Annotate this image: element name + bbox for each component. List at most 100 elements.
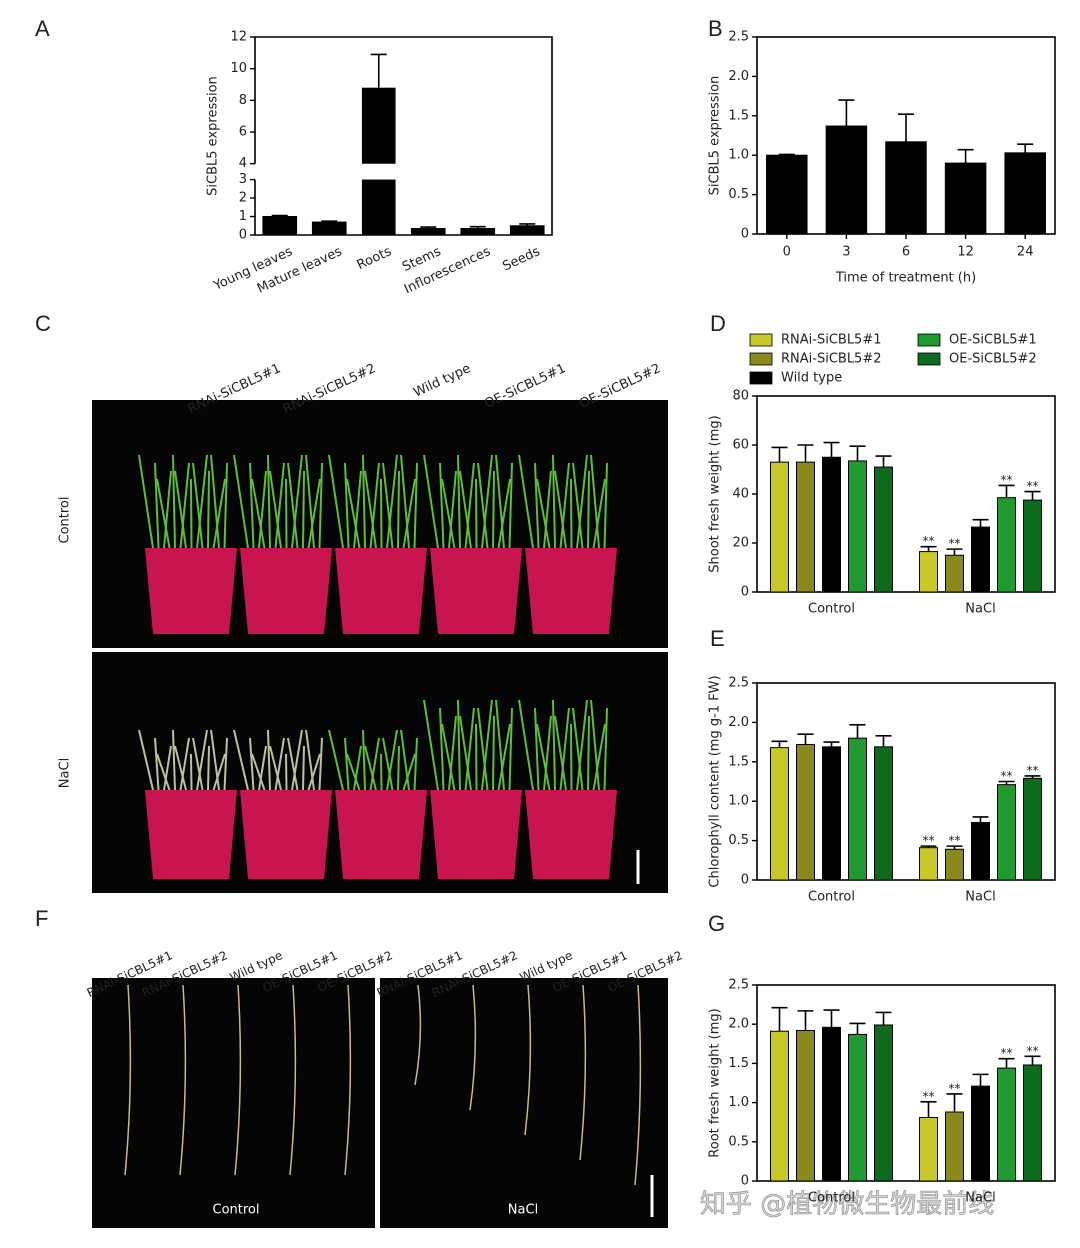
plant-leaf — [386, 729, 398, 791]
x-tick-label: Mature leaves — [255, 244, 345, 296]
plant-leaf — [362, 729, 366, 791]
error-bar — [771, 740, 788, 748]
y-tick-label: 0.5 — [728, 833, 749, 848]
plant-leaf — [163, 745, 172, 791]
significance: ** — [1027, 479, 1039, 493]
plant-leaf — [344, 462, 350, 549]
error-bar — [849, 723, 866, 739]
error-bar — [920, 545, 937, 552]
row-label: Control — [58, 497, 73, 544]
plant-leaf — [285, 753, 288, 791]
pot — [335, 790, 427, 879]
error-bar — [875, 734, 892, 747]
pot — [430, 790, 522, 879]
plant-leaf — [369, 737, 380, 791]
y-tick-label: 20 — [732, 536, 749, 551]
watermark: 知乎 @植物微生物最前线 — [700, 1190, 994, 1220]
y-tick-label: 1 — [239, 209, 247, 224]
pot — [525, 790, 617, 879]
plant-leaf — [251, 478, 266, 549]
x-tick-label: 3 — [842, 245, 850, 260]
x-tick-label: 24 — [1017, 245, 1034, 260]
plant-leaf — [402, 753, 416, 791]
x-tick-label: 12 — [957, 245, 974, 260]
pot — [430, 548, 522, 634]
plant-leaf — [174, 470, 187, 549]
plant-leaf — [307, 753, 321, 791]
plant-leaf — [554, 470, 567, 549]
error-bar — [1017, 143, 1034, 153]
bar — [1004, 152, 1046, 235]
bar — [766, 154, 808, 235]
bar — [822, 456, 841, 593]
plant-leaf — [249, 737, 255, 791]
root — [634, 984, 642, 1186]
plant-leaf — [258, 745, 267, 791]
error-bar — [771, 1006, 788, 1032]
plant-leaf — [552, 699, 556, 791]
plant-leaf — [251, 753, 266, 791]
legend-label: OE-SiCBL5#1 — [949, 333, 1037, 348]
plant-leaf — [587, 715, 590, 791]
y-tick-label: 0 — [741, 1174, 749, 1189]
error-bar — [972, 518, 989, 528]
plant-leaf — [233, 454, 249, 549]
plant-leaf — [448, 715, 457, 791]
bar — [848, 460, 867, 593]
plant-leaf — [570, 723, 573, 791]
plant-leaf — [508, 707, 513, 791]
legend-label: RNAi-SiCBL5#1 — [781, 333, 882, 348]
plant-leaf — [559, 462, 570, 549]
error-bar — [849, 1022, 866, 1035]
error-bar — [1024, 1055, 1041, 1065]
bar — [997, 1067, 1016, 1182]
y-tick-label: 6 — [239, 125, 247, 140]
plant-leaf — [207, 745, 210, 791]
plant-leaf — [592, 478, 606, 549]
legend-swatch — [749, 371, 773, 385]
plant-leaf — [307, 478, 321, 549]
bar — [822, 1026, 841, 1182]
plant-leaf — [249, 462, 255, 549]
plant-leaf — [492, 470, 495, 549]
axis — [756, 984, 1056, 1182]
plant-leaf — [543, 470, 552, 549]
plant-leaf — [572, 462, 584, 549]
significance: ** — [949, 834, 961, 848]
plant-leaf — [305, 729, 315, 791]
plant-leaf — [459, 470, 472, 549]
plant-leaf — [269, 470, 282, 549]
plant-leaf — [154, 737, 160, 791]
y-tick-label: 60 — [732, 438, 749, 453]
y-tick-label: 2.0 — [728, 1017, 749, 1032]
plant-leaf — [318, 462, 323, 549]
pot — [145, 548, 237, 634]
y-axis-label: SiCBL5 expression — [206, 76, 221, 196]
y-tick-label: 2.5 — [728, 676, 749, 691]
pot — [240, 548, 332, 634]
y-tick-label: 2.0 — [728, 69, 749, 84]
plant-leaf — [382, 462, 394, 549]
y-tick-label: 8 — [239, 93, 247, 108]
bar — [919, 1116, 938, 1182]
plant-leaf — [464, 462, 475, 549]
plant-leaf — [223, 737, 228, 791]
significance: ** — [923, 534, 935, 548]
plant-leaf — [439, 707, 445, 791]
x-tick-label: 6 — [902, 245, 910, 260]
error-bar — [998, 484, 1015, 498]
plant-leaf — [179, 737, 190, 791]
plant-leaf — [576, 454, 588, 549]
plant-leaf — [196, 454, 208, 549]
plant-leaf — [492, 715, 495, 791]
root — [414, 984, 422, 1086]
y-tick-label: 2.5 — [728, 30, 749, 45]
y-tick-label: 10 — [230, 61, 247, 76]
plant-leaf — [269, 745, 282, 791]
plant-leaf — [441, 723, 456, 791]
plant-leaf — [353, 470, 362, 549]
bar — [770, 461, 789, 593]
plant-leaf — [441, 478, 456, 549]
pot — [145, 790, 237, 879]
y-tick-label: 80 — [732, 389, 749, 404]
